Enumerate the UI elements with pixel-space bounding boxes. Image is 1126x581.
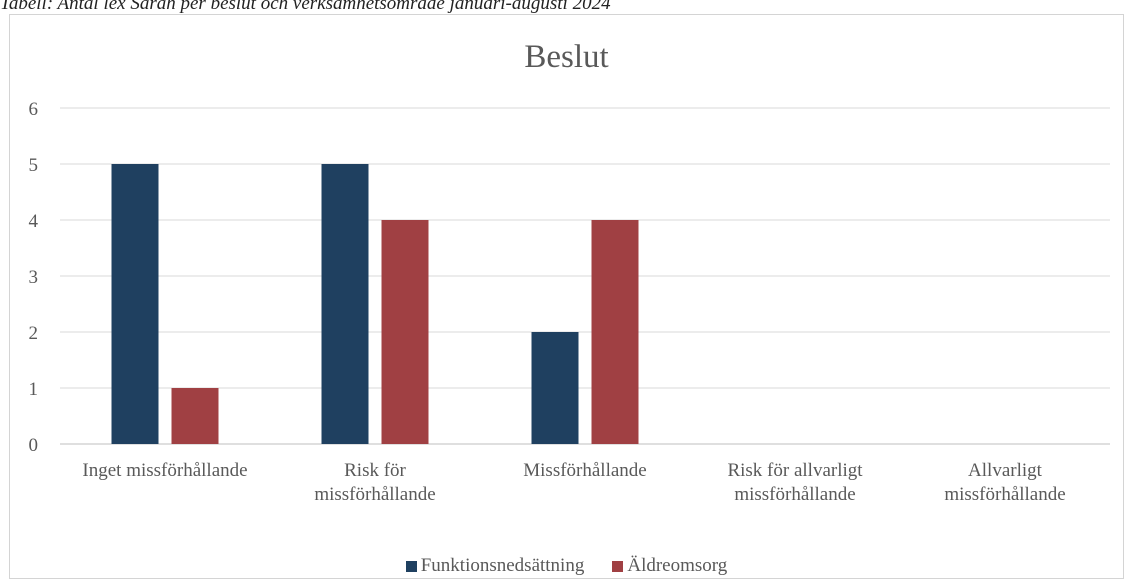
x-tick-label: Inget missförhållande bbox=[82, 460, 247, 481]
bar-series-1 bbox=[321, 164, 369, 444]
x-tick-label: Risk för allvarligt bbox=[727, 460, 863, 481]
table-caption: Tabell: Antal lex Sarah per beslut och v… bbox=[0, 0, 611, 14]
legend-item-series-1: Funktionsnedsättning bbox=[405, 555, 585, 577]
x-tick-label: missförhållande bbox=[734, 484, 855, 505]
x-tick-label: missförhållande bbox=[944, 484, 1065, 505]
legend-swatch-series-2 bbox=[612, 560, 624, 572]
bar-series-1 bbox=[531, 332, 579, 444]
x-tick-label: Risk för bbox=[344, 460, 406, 481]
chart-legend: Funktionsnedsättning Äldreomsorg bbox=[10, 555, 1123, 577]
y-tick-label: 6 bbox=[29, 99, 39, 120]
legend-item-series-2: Äldreomsorg bbox=[612, 555, 727, 577]
bar-series-2 bbox=[171, 388, 219, 444]
chart-title: Beslut bbox=[524, 39, 609, 75]
y-tick-label: 2 bbox=[29, 323, 39, 344]
bar-series-1 bbox=[111, 164, 159, 444]
x-tick-label: Missförhållande bbox=[523, 460, 646, 481]
x-tick-label: missförhållande bbox=[314, 484, 435, 505]
y-tick-label: 4 bbox=[29, 211, 39, 232]
bar-series-2 bbox=[381, 220, 429, 444]
bar-series-2 bbox=[591, 220, 639, 444]
legend-label-series-1: Funktionsnedsättning bbox=[420, 555, 585, 576]
y-tick-label: 3 bbox=[29, 267, 39, 288]
y-tick-label: 1 bbox=[29, 379, 39, 400]
legend-label-series-2: Äldreomsorg bbox=[627, 555, 728, 576]
x-tick-label: Allvarligt bbox=[968, 460, 1043, 481]
y-tick-label: 5 bbox=[29, 155, 39, 176]
legend-swatch-series-1 bbox=[405, 560, 417, 572]
y-tick-label: 0 bbox=[29, 435, 39, 456]
